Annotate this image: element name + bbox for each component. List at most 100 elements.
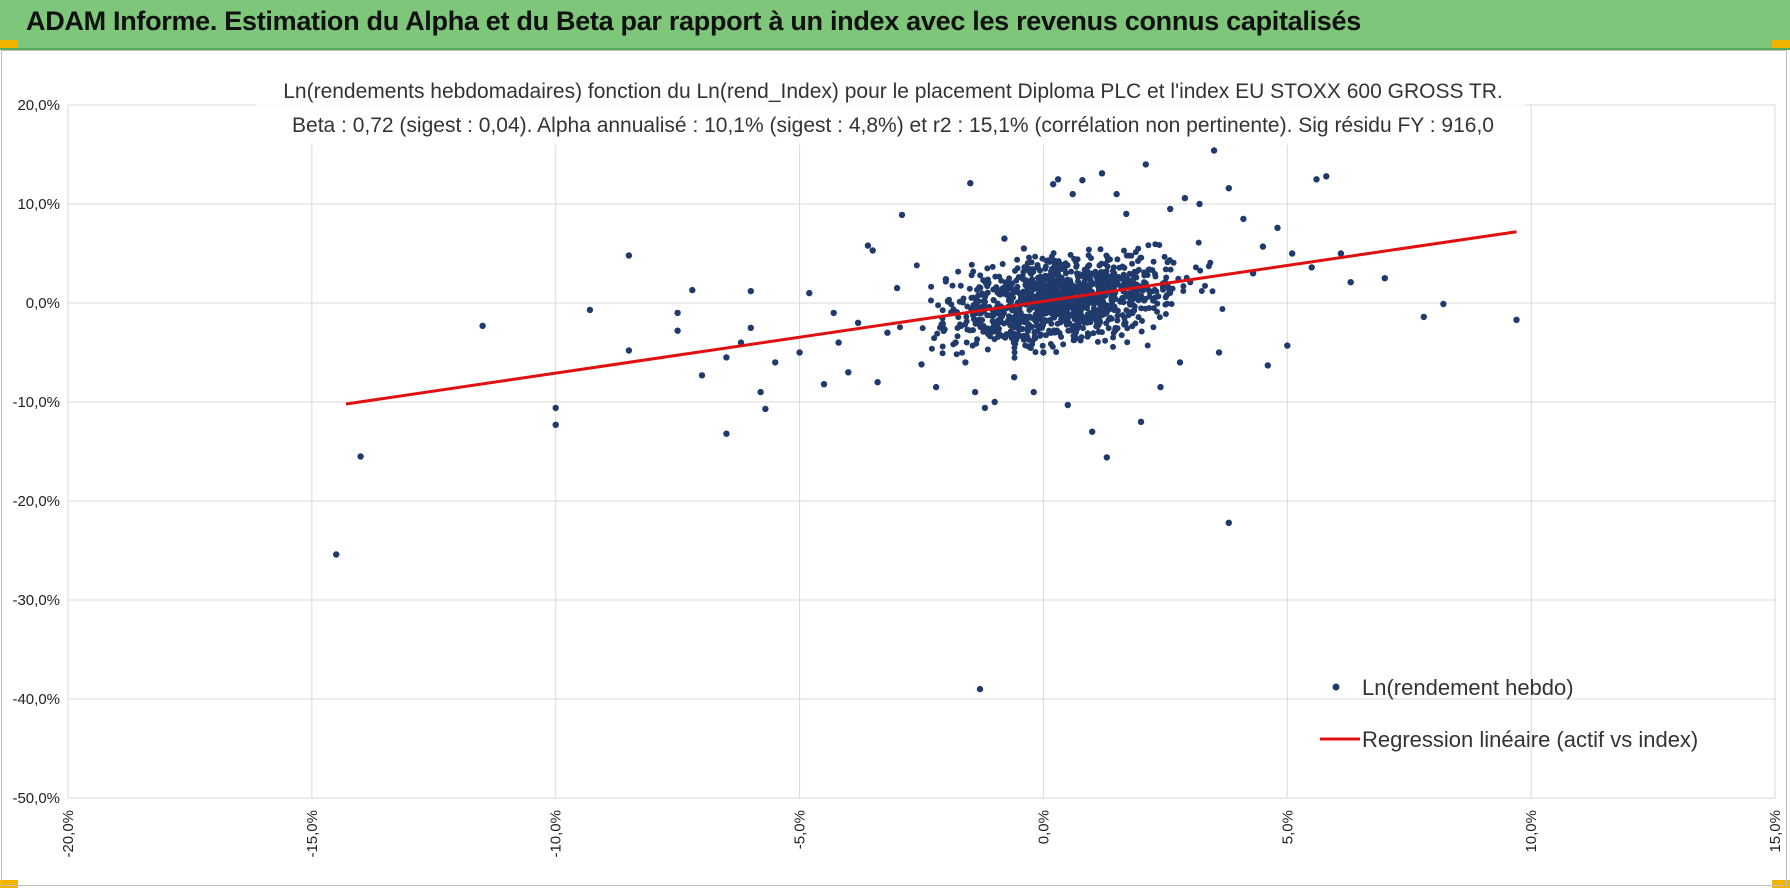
cloud-point bbox=[1075, 278, 1081, 285]
cloud-point bbox=[1111, 284, 1118, 291]
cloud-point bbox=[1075, 308, 1082, 315]
scatter-point bbox=[552, 404, 559, 412]
corner-marker-bottom-right bbox=[1772, 880, 1790, 888]
cloud-point bbox=[970, 327, 976, 334]
cloud-point bbox=[950, 306, 957, 313]
cloud-point bbox=[1144, 342, 1151, 349]
corner-marker-left bbox=[0, 40, 18, 48]
cloud-point bbox=[1039, 342, 1046, 349]
cloud-point bbox=[1090, 330, 1097, 337]
cloud-point bbox=[954, 333, 961, 340]
chart-frame bbox=[1, 50, 1787, 886]
cloud-point bbox=[1161, 253, 1168, 260]
scatter-point bbox=[854, 319, 862, 326]
cloud-point bbox=[897, 324, 903, 331]
cloud-point bbox=[1090, 305, 1097, 312]
cloud-point bbox=[1021, 264, 1028, 271]
scatter-point bbox=[1020, 245, 1028, 252]
cloud-point bbox=[1009, 307, 1016, 314]
cloud-point bbox=[1121, 247, 1127, 254]
scatter-point bbox=[1284, 342, 1291, 349]
cloud-point bbox=[1135, 292, 1142, 299]
cloud-point bbox=[999, 261, 1006, 267]
scatter-point bbox=[1079, 177, 1086, 184]
cloud-point bbox=[1102, 337, 1109, 344]
cloud-point bbox=[1029, 338, 1036, 344]
cloud-point bbox=[1006, 314, 1013, 320]
cloud-point bbox=[1110, 334, 1117, 341]
legend-label-scatter: Ln(rendement hebdo) bbox=[1362, 675, 1574, 700]
x-tick-label: -20,0% bbox=[60, 810, 77, 858]
cloud-point bbox=[998, 288, 1005, 295]
cloud-point bbox=[1032, 253, 1039, 260]
chart-subtitle: Beta : 0,72 (sigest : 0,04). Alpha annua… bbox=[292, 114, 1494, 137]
cloud-point bbox=[989, 263, 996, 270]
cloud-point bbox=[990, 328, 997, 335]
cloud-point bbox=[1072, 329, 1079, 336]
cloud-point bbox=[1121, 264, 1128, 271]
scatter-point bbox=[1098, 170, 1106, 177]
cloud-point bbox=[935, 302, 942, 309]
regression-line bbox=[345, 230, 1517, 406]
cloud-point bbox=[994, 300, 1001, 307]
cloud-point bbox=[1026, 307, 1033, 313]
cloud-point bbox=[1126, 252, 1133, 259]
cloud-point bbox=[1029, 276, 1036, 283]
cloud-point bbox=[1088, 281, 1094, 288]
cloud-point bbox=[1053, 349, 1060, 355]
scatter-point bbox=[1167, 205, 1174, 213]
cloud-point bbox=[1008, 333, 1015, 340]
cloud-point bbox=[1073, 263, 1080, 270]
cloud-point bbox=[1126, 270, 1133, 277]
cloud-point bbox=[1086, 274, 1093, 281]
scatter-point bbox=[747, 287, 754, 295]
cloud-point bbox=[1062, 312, 1069, 319]
cloud-point bbox=[1067, 251, 1074, 258]
cloud-point bbox=[966, 285, 973, 292]
cloud-point bbox=[1024, 260, 1031, 267]
cloud-point bbox=[1000, 320, 1007, 327]
cloud-point bbox=[1028, 323, 1035, 330]
scatter-point bbox=[723, 430, 730, 437]
cloud-point bbox=[1066, 289, 1072, 296]
scatter-point bbox=[1064, 401, 1072, 409]
scatter-point bbox=[835, 339, 842, 346]
cloud-point bbox=[1165, 284, 1172, 291]
scatter-point bbox=[1137, 418, 1145, 425]
title-background bbox=[255, 70, 1525, 145]
cloud-point bbox=[1032, 293, 1039, 300]
scatter-point bbox=[806, 289, 813, 297]
cloud-point bbox=[1124, 291, 1131, 298]
cloud-point bbox=[1127, 309, 1134, 316]
dense-cloud bbox=[897, 239, 1226, 361]
scatter-point bbox=[586, 306, 594, 314]
cloud-point bbox=[959, 349, 966, 356]
cloud-point bbox=[1163, 274, 1170, 281]
cloud-point bbox=[1005, 286, 1011, 293]
cloud-point bbox=[1093, 274, 1100, 281]
scatter-point bbox=[772, 359, 779, 366]
scatter-point bbox=[898, 211, 906, 219]
cloud-point bbox=[1141, 297, 1148, 304]
cloud-point bbox=[1097, 319, 1103, 326]
cloud-point bbox=[1117, 298, 1124, 305]
cloud-point bbox=[1025, 291, 1032, 298]
cloud-point bbox=[1132, 249, 1139, 256]
cloud-point bbox=[1070, 337, 1077, 344]
scatter-point bbox=[971, 388, 979, 396]
cloud-point bbox=[978, 303, 985, 310]
cloud-point bbox=[944, 298, 951, 305]
cloud-point bbox=[977, 272, 984, 279]
cloud-point bbox=[1135, 314, 1142, 321]
cloud-point bbox=[1207, 259, 1214, 266]
cloud-point bbox=[1150, 324, 1157, 331]
cloud-point bbox=[984, 276, 991, 283]
cloud-point bbox=[1051, 257, 1058, 264]
cloud-point bbox=[1145, 242, 1152, 249]
legend: Ln(rendement hebdo) Regression linéaire … bbox=[1320, 675, 1698, 752]
corner-marker-bottom-left bbox=[0, 880, 18, 888]
cloud-point bbox=[1046, 258, 1053, 265]
cloud-point bbox=[1039, 277, 1046, 284]
cloud-point bbox=[1022, 277, 1029, 284]
scatter-point bbox=[698, 372, 706, 379]
